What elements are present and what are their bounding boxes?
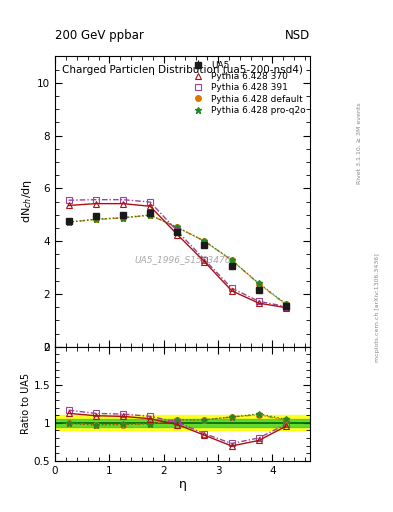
Line: Pythia 6.428 370: Pythia 6.428 370 [66,201,289,310]
Pythia 6.428 pro-q2o [257,280,261,286]
X-axis label: η: η [179,478,187,492]
Pythia 6.428 pro-q2o [66,219,71,225]
Text: 200 GeV ppbar: 200 GeV ppbar [55,29,144,42]
Pythia 6.428 default [229,257,234,263]
Text: UA5_1996_S1583476: UA5_1996_S1583476 [134,255,231,264]
Line: Pythia 6.428 default: Pythia 6.428 default [66,212,289,307]
Pythia 6.428 pro-q2o [148,212,152,218]
Pythia 6.428 default [257,281,261,287]
Pythia 6.428 default [94,217,98,223]
Pythia 6.428 391 [284,304,288,310]
Text: mcplots.cern.ch [arXiv:1306.3436]: mcplots.cern.ch [arXiv:1306.3436] [375,253,380,361]
Pythia 6.428 370 [257,300,261,306]
Pythia 6.428 391 [94,197,98,203]
Text: Charged Particleη Distribution (ua5-200-nsd4): Charged Particleη Distribution (ua5-200-… [62,65,303,75]
Pythia 6.428 default [66,219,71,225]
Pythia 6.428 default [284,302,288,308]
Pythia 6.428 391 [202,257,207,263]
Pythia 6.428 default [148,212,152,218]
Pythia 6.428 370 [148,203,152,209]
Pythia 6.428 370 [121,201,125,207]
Legend: UA5, Pythia 6.428 370, Pythia 6.428 391, Pythia 6.428 default, Pythia 6.428 pro-: UA5, Pythia 6.428 370, Pythia 6.428 391,… [186,59,308,117]
Line: Pythia 6.428 pro-q2o: Pythia 6.428 pro-q2o [65,211,290,307]
Pythia 6.428 default [175,224,180,230]
Pythia 6.428 pro-q2o [202,238,207,244]
Pythia 6.428 391 [121,197,125,203]
Pythia 6.428 391 [257,298,261,304]
Pythia 6.428 391 [66,197,71,203]
Pythia 6.428 370 [66,202,71,208]
Pythia 6.428 pro-q2o [94,216,98,222]
Pythia 6.428 370 [229,288,234,294]
Pythia 6.428 pro-q2o [175,224,180,230]
Y-axis label: dN$_{ch}$/dη: dN$_{ch}$/dη [20,180,34,224]
Pythia 6.428 370 [284,305,288,311]
Pythia 6.428 391 [229,285,234,291]
Line: Pythia 6.428 391: Pythia 6.428 391 [66,197,289,309]
Pythia 6.428 370 [175,231,180,238]
Pythia 6.428 pro-q2o [284,301,288,307]
Y-axis label: Ratio to UA5: Ratio to UA5 [21,373,31,434]
Pythia 6.428 default [121,215,125,221]
Pythia 6.428 default [202,238,207,244]
Pythia 6.428 370 [94,201,98,207]
Pythia 6.428 391 [175,228,180,234]
Pythia 6.428 pro-q2o [229,257,234,263]
Pythia 6.428 pro-q2o [121,215,125,221]
Text: Rivet 3.1.10, ≥ 3M events: Rivet 3.1.10, ≥ 3M events [357,102,362,184]
Pythia 6.428 370 [202,259,207,265]
Pythia 6.428 391 [148,199,152,205]
Text: NSD: NSD [285,29,310,42]
